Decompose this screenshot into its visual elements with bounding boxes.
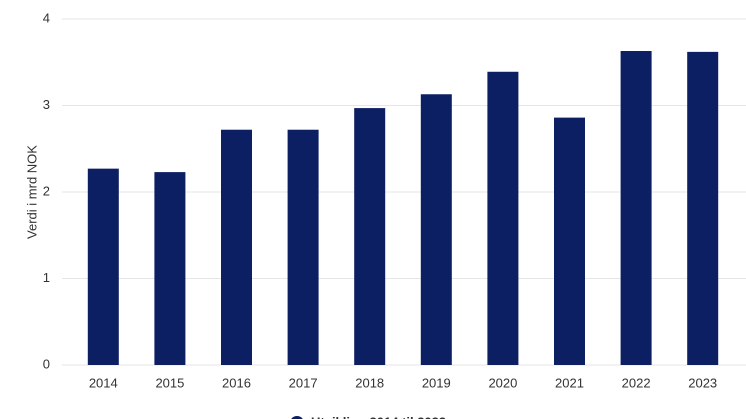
bar — [620, 51, 652, 365]
y-tick-label: 2 — [43, 183, 50, 198]
y-tick-label: 0 — [43, 356, 50, 371]
x-tick-label: 2020 — [488, 375, 517, 390]
bar — [87, 168, 119, 365]
x-tick-label: 2014 — [89, 375, 118, 390]
y-axis-label: Verdi i mrd NOK — [24, 145, 39, 239]
x-tick-label: 2023 — [688, 375, 717, 390]
bar — [221, 129, 252, 365]
x-tick-label: 2019 — [422, 375, 451, 390]
legend-marker — [291, 416, 303, 419]
legend-label: Utvikling 2014 til 2023 — [311, 414, 446, 419]
bar — [154, 172, 186, 365]
bar — [287, 129, 319, 365]
bar — [420, 94, 452, 365]
x-tick-label: 2022 — [622, 375, 651, 390]
bar — [487, 71, 519, 365]
y-tick-label: 4 — [43, 10, 50, 25]
x-tick-label: 2015 — [155, 375, 184, 390]
x-tick-label: 2016 — [222, 375, 251, 390]
x-tick-label: 2018 — [355, 375, 384, 390]
bar — [687, 51, 719, 366]
y-tick-label: 1 — [43, 270, 50, 285]
bar — [354, 108, 386, 365]
y-tick-label: 3 — [43, 97, 50, 112]
x-tick-label: 2021 — [555, 375, 584, 390]
x-tick-label: 2017 — [289, 375, 318, 390]
bar — [554, 117, 585, 365]
